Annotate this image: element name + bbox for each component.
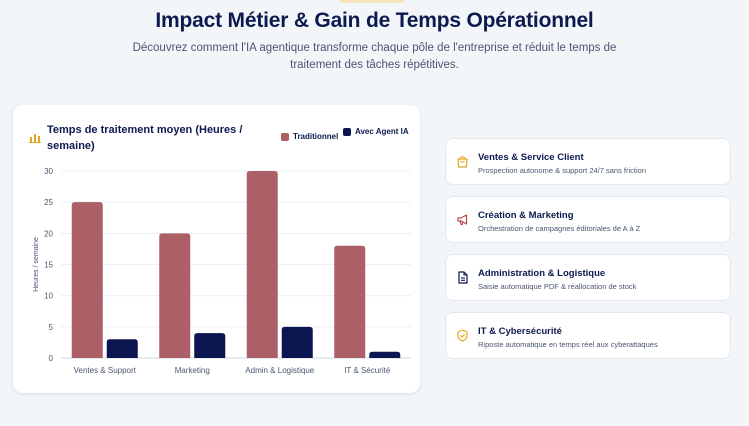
bar-agent-ia xyxy=(281,326,313,358)
y-tick-label: 15 xyxy=(44,261,53,270)
y-tick-label: 10 xyxy=(44,292,53,301)
shield-check-icon xyxy=(456,329,469,342)
bar-traditionnel xyxy=(334,245,366,358)
category-card[interactable]: IT & Cybersécurité Riposte automatique en… xyxy=(445,312,731,359)
legend-swatch-traditionnel xyxy=(281,133,289,141)
x-tick-label: Marketing xyxy=(175,366,210,375)
y-tick-label: 30 xyxy=(44,167,53,176)
category-description: Riposte automatique en temps réel aux cy… xyxy=(478,340,658,349)
category-title: IT & Cybersécurité xyxy=(478,326,562,337)
bar-traditionnel xyxy=(159,233,191,358)
category-description: Prospection autonome & support 24/7 sans… xyxy=(478,166,647,175)
bar-traditionnel xyxy=(246,171,278,358)
legend-swatch-agent-ia xyxy=(343,128,351,136)
legend-item-agent-ia[interactable]: Avec Agent IA xyxy=(343,127,411,136)
y-tick-label: 5 xyxy=(49,323,54,332)
category-description: Saisie automatique PDF & réallocation de… xyxy=(478,282,637,291)
category-card[interactable]: Administration & Logistique Saisie automa… xyxy=(445,254,731,301)
chart-legend: Traditionnel Avec Agent IA xyxy=(281,127,411,155)
megaphone-icon xyxy=(456,213,469,226)
bar-traditionnel xyxy=(71,202,103,358)
legend-item-traditionnel[interactable]: Traditionnel xyxy=(281,132,338,141)
category-title: Création & Marketing xyxy=(478,210,574,221)
category-title: Administration & Logistique xyxy=(478,268,606,279)
x-tick-label: Admin & Logistique xyxy=(245,366,314,375)
category-title: Ventes & Service Client xyxy=(478,152,584,163)
shopping-bag-icon xyxy=(456,155,469,168)
page-title: Impact Métier & Gain de Temps Opérationn… xyxy=(155,9,594,32)
y-axis-title: Heures / semaine xyxy=(33,237,40,292)
x-tick-label: Ventes & Support xyxy=(74,366,137,375)
bar-chart-icon xyxy=(29,134,41,143)
bar-agent-ia xyxy=(106,339,138,358)
bar-agent-ia xyxy=(369,351,401,358)
y-tick-label: 20 xyxy=(44,229,53,238)
x-tick-label: IT & Sécurité xyxy=(344,366,391,375)
page-subtitle: Découvrez comment l'IA agentique transfo… xyxy=(132,42,617,71)
legend-label-traditionnel: Traditionnel xyxy=(293,132,339,141)
y-tick-label: 0 xyxy=(49,354,54,363)
category-card[interactable]: Création & Marketing Orchestration de cam… xyxy=(445,196,731,243)
bar-agent-ia xyxy=(194,333,226,358)
chart-card: Temps de traitement moyen (Heures / sema… xyxy=(13,105,420,393)
document-icon xyxy=(456,271,469,284)
category-card[interactable]: Ventes & Service Client Prospection auton… xyxy=(445,138,731,185)
y-tick-label: 25 xyxy=(44,198,53,207)
chart-title: Temps de traitement moyen (Heures / sema… xyxy=(47,124,243,152)
bar-chart: 0 5 10 15 20 25 30 Heures / semaine Ventes & Sup… xyxy=(33,167,411,375)
category-description: Orchestration de campagnes éditoriales d… xyxy=(478,224,641,233)
legend-label-agent-ia: Avec Agent IA xyxy=(355,127,409,136)
top-accent-bar xyxy=(340,0,404,3)
